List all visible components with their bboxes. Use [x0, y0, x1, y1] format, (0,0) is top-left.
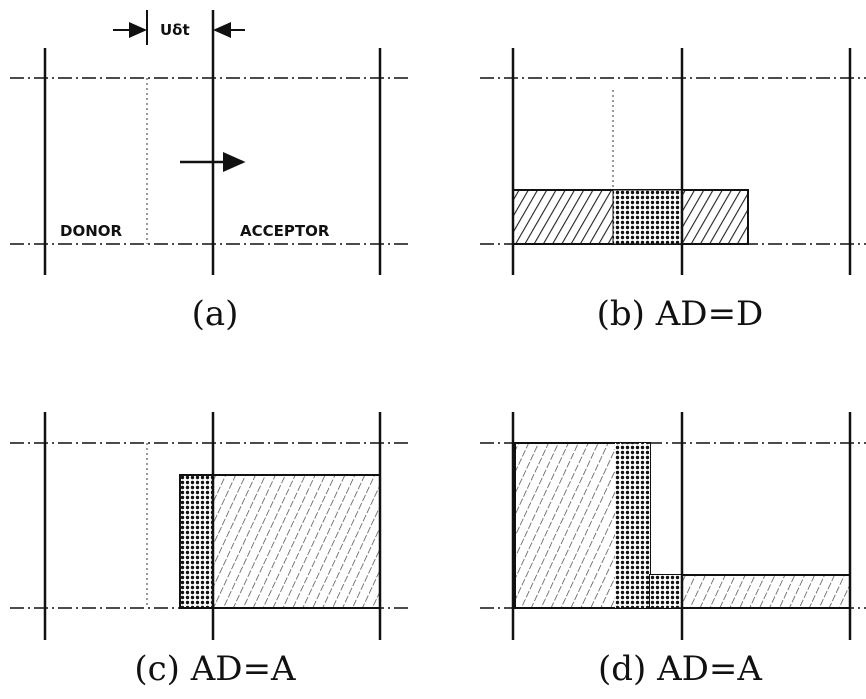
caption: (b) AD=D: [597, 294, 764, 334]
advected-fluid: [650, 575, 682, 608]
panel-b: (b) AD=D: [480, 48, 866, 334]
acceptor-label: ACCEPTOR: [240, 222, 330, 240]
panel-a: Uδt DONOR ACCEPTOR (a): [10, 10, 410, 334]
caption: (c) AD=A: [134, 649, 296, 689]
advected-fluid: [615, 443, 650, 608]
advected-fluid: [179, 474, 214, 609]
donor-label: DONOR: [60, 222, 123, 240]
caption: (a): [192, 294, 239, 334]
acceptor-fluid: [212, 474, 381, 609]
advected-fluid: [612, 189, 683, 245]
panel-d: (d) AD=A: [480, 412, 866, 689]
caption: (d) AD=A: [598, 649, 762, 689]
panel-c: (c) AD=A: [10, 412, 410, 689]
dimension-label: Uδt: [160, 21, 190, 39]
